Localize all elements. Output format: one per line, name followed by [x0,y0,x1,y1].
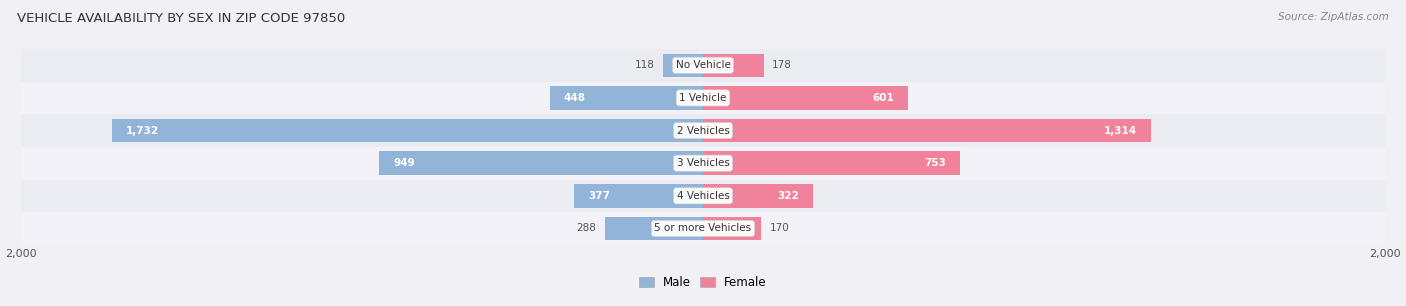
Bar [21,82,1385,114]
Bar [550,86,703,110]
Bar [605,217,703,240]
Bar [703,217,761,240]
Text: 118: 118 [634,60,654,70]
Bar [575,184,703,207]
Bar [703,86,908,110]
Bar [380,151,703,175]
Text: 4 Vehicles: 4 Vehicles [676,191,730,201]
Text: 178: 178 [772,60,792,70]
Text: 1 Vehicle: 1 Vehicle [679,93,727,103]
Bar [21,212,1385,245]
Text: 170: 170 [769,223,789,233]
Bar [112,119,703,142]
Bar [21,180,1385,212]
Bar [21,49,1385,82]
Text: 322: 322 [778,191,799,201]
Text: 448: 448 [564,93,586,103]
Bar [21,147,1385,180]
Text: VEHICLE AVAILABILITY BY SEX IN ZIP CODE 97850: VEHICLE AVAILABILITY BY SEX IN ZIP CODE … [17,12,344,25]
Text: 3 Vehicles: 3 Vehicles [676,158,730,168]
Text: No Vehicle: No Vehicle [675,60,731,70]
Bar [703,184,813,207]
Text: 1,732: 1,732 [127,125,159,136]
Text: 2 Vehicles: 2 Vehicles [676,125,730,136]
Text: 601: 601 [873,93,894,103]
Text: 1,314: 1,314 [1104,125,1137,136]
Bar [703,119,1152,142]
Bar [662,54,703,77]
Text: Source: ZipAtlas.com: Source: ZipAtlas.com [1278,12,1389,22]
Text: 753: 753 [924,158,946,168]
Text: 288: 288 [576,223,596,233]
Text: 949: 949 [394,158,415,168]
Bar [703,54,763,77]
Bar [21,114,1385,147]
Legend: Male, Female: Male, Female [634,271,772,294]
Text: 5 or more Vehicles: 5 or more Vehicles [654,223,752,233]
Text: 377: 377 [588,191,610,201]
Bar [703,151,960,175]
